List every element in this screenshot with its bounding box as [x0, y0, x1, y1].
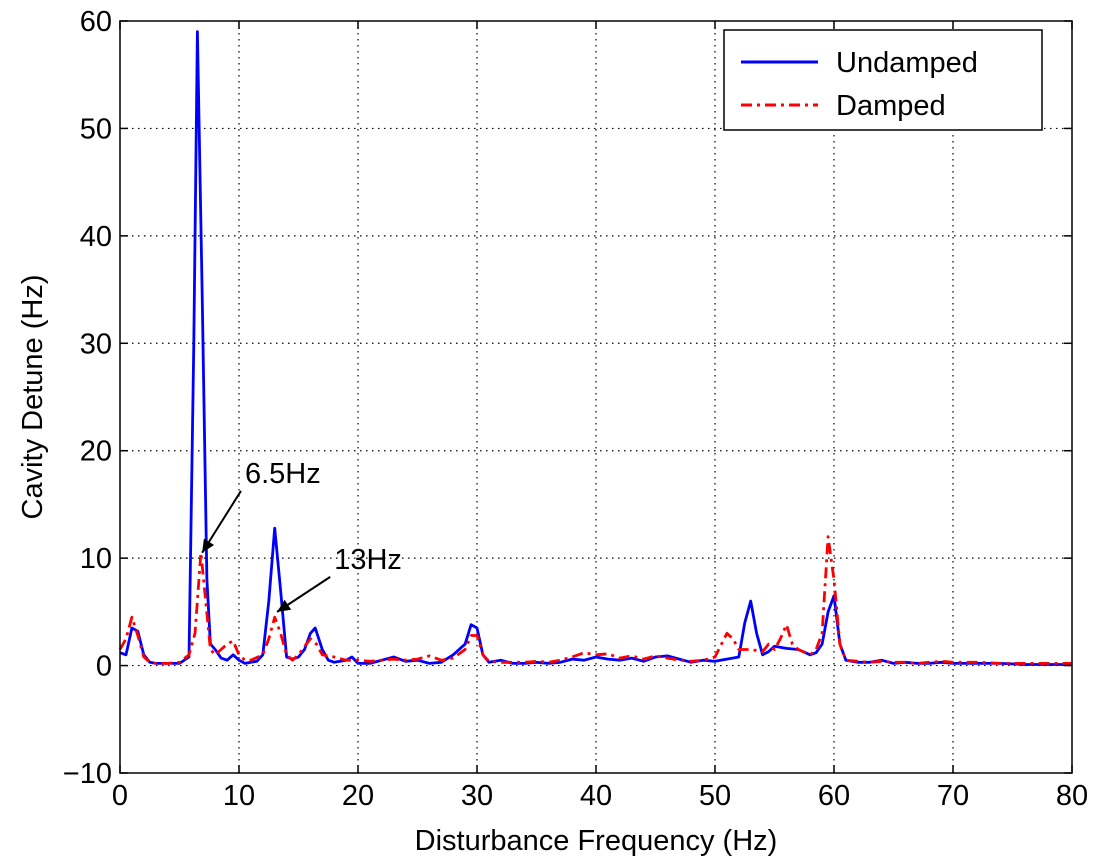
y-tick-label: 10	[80, 543, 112, 575]
legend-box	[723, 29, 1043, 131]
y-tick-label: 30	[80, 328, 112, 360]
x-tick-label: 20	[342, 780, 374, 812]
series-layer	[118, 30, 1072, 666]
x-tick-label: 40	[580, 780, 612, 812]
x-tick-label: 0	[112, 780, 128, 812]
x-tick-label: 80	[1056, 780, 1088, 812]
legend-label-damped: Damped	[836, 90, 946, 122]
series-line-damped	[118, 535, 1072, 665]
annotation-label: 13Hz	[334, 544, 402, 576]
y-tick-label: −10	[63, 758, 112, 790]
y-tick-label: 40	[80, 221, 112, 253]
x-tick-label: 30	[461, 780, 493, 812]
y-tick-label: 0	[96, 651, 112, 683]
x-tick-label: 70	[937, 780, 969, 812]
annotation-arrowhead	[277, 599, 292, 612]
legend: Undamped Damped	[723, 29, 1043, 131]
y-tick-label: 60	[80, 6, 112, 38]
y-tick-label: 20	[80, 436, 112, 468]
y-tick-label: 50	[80, 113, 112, 145]
x-tick-label: 10	[223, 780, 255, 812]
x-tick-label: 60	[818, 780, 850, 812]
annotation-arrowhead	[202, 538, 215, 553]
y-axis-label: Cavity Detune (Hz)	[17, 275, 49, 520]
x-tick-label: 50	[699, 780, 731, 812]
annotations: 6.5Hz 13Hz	[201, 458, 402, 613]
legend-label-undamped: Undamped	[836, 47, 978, 79]
x-axis-label: Disturbance Frequency (Hz)	[415, 825, 778, 857]
annotation-label: 6.5Hz	[245, 458, 321, 490]
